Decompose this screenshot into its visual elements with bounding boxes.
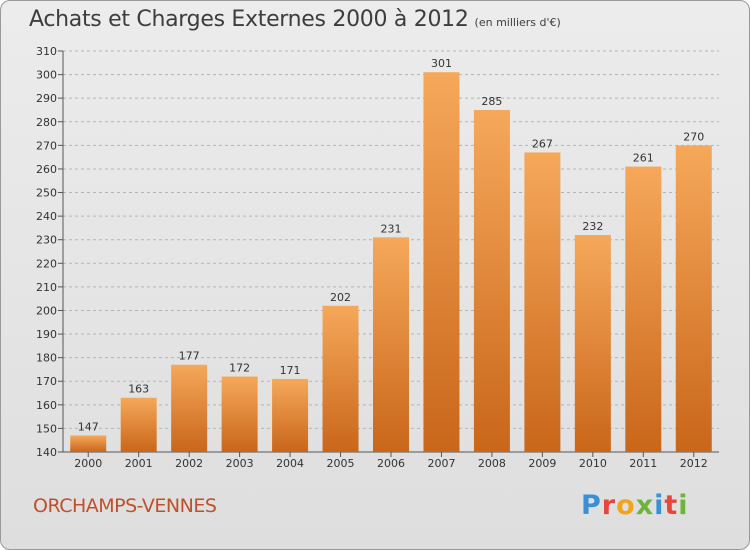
bar-value-label: 172 — [229, 362, 250, 375]
x-tick-label: 2004 — [276, 457, 304, 470]
bar-value-label: 231 — [381, 222, 402, 235]
y-tick-label: 140 — [36, 446, 57, 459]
bar — [574, 234, 611, 452]
y-tick-label: 310 — [36, 45, 57, 58]
bar-chart: 140 150 160 170 180 190 200 210 220 230 240 250 260 2… — [36, 45, 719, 470]
bar-value-label: 163 — [128, 383, 149, 396]
x-tick-label: 2007 — [427, 457, 455, 470]
commune-name: ORCHAMPS-VENNES — [33, 495, 217, 517]
chart-title: Achats et Charges Externes 2000 à 2012 (e… — [29, 7, 561, 32]
x-tick-label: 2001 — [125, 457, 153, 470]
bar-value-label: 301 — [431, 57, 452, 70]
x-tick-label: 2009 — [528, 457, 556, 470]
logo-letter: r — [601, 490, 617, 521]
x-tick-label: 2000 — [74, 457, 102, 470]
x-tick-label: 2012 — [680, 457, 708, 470]
y-tick-label: 290 — [36, 92, 57, 105]
bar — [272, 378, 309, 452]
bar-value-label: 267 — [532, 137, 553, 150]
bar — [322, 305, 359, 452]
logo-letter: P — [581, 490, 602, 521]
y-tick-label: 220 — [36, 257, 57, 270]
bar — [373, 237, 409, 452]
bar — [675, 145, 712, 452]
bar-value-label: 285 — [481, 95, 502, 108]
bar — [70, 435, 107, 452]
y-tick-label: 170 — [36, 375, 57, 388]
x-tick-label: 2010 — [579, 457, 607, 470]
y-tick-label: 250 — [36, 187, 57, 200]
bar — [524, 152, 561, 452]
y-tick-label: 230 — [36, 234, 57, 247]
bar-value-label: 202 — [330, 291, 351, 304]
bar-value-label: 177 — [179, 350, 200, 363]
bar-value-label: 270 — [683, 130, 704, 143]
bar — [625, 166, 662, 453]
x-tick-label: 2006 — [377, 457, 405, 470]
logo-letter: t — [664, 490, 679, 521]
y-tick-label: 160 — [36, 399, 57, 412]
logo-letter: i — [678, 490, 689, 521]
y-tick-label: 270 — [36, 139, 57, 152]
bar — [423, 72, 460, 453]
bar-value-label: 232 — [582, 220, 603, 233]
y-tick-label: 180 — [36, 352, 57, 365]
bar-value-label: 171 — [280, 364, 301, 377]
bar — [120, 397, 157, 452]
proxiti-logo: Proxiti — [581, 490, 689, 521]
x-tick-label: 2003 — [226, 457, 254, 470]
y-tick-label: 280 — [36, 116, 57, 129]
y-tick-label: 240 — [36, 210, 57, 223]
bar — [171, 364, 208, 452]
y-tick-label: 190 — [36, 328, 57, 341]
x-tick-label: 2002 — [175, 457, 203, 470]
chart-title-text: Achats et Charges Externes 2000 à 2012 — [29, 7, 469, 32]
y-tick-label: 210 — [36, 281, 57, 294]
bar — [473, 109, 510, 453]
y-tick-label: 200 — [36, 304, 57, 317]
logo-letter: x — [635, 490, 655, 521]
y-tick-label: 300 — [36, 69, 57, 82]
logo-letter: o — [616, 490, 636, 521]
x-tick-label: 2008 — [478, 457, 506, 470]
y-tick-label: 260 — [36, 163, 57, 176]
chart-subtitle: (en milliers d'€) — [474, 16, 561, 29]
x-tick-label: 2011 — [629, 457, 657, 470]
logo-letter: i — [654, 490, 665, 521]
bar-value-label: 261 — [633, 152, 654, 165]
bar-value-label: 147 — [78, 420, 99, 433]
x-tick-label: 2005 — [327, 457, 355, 470]
bar — [221, 376, 258, 452]
y-tick-label: 150 — [36, 422, 57, 435]
